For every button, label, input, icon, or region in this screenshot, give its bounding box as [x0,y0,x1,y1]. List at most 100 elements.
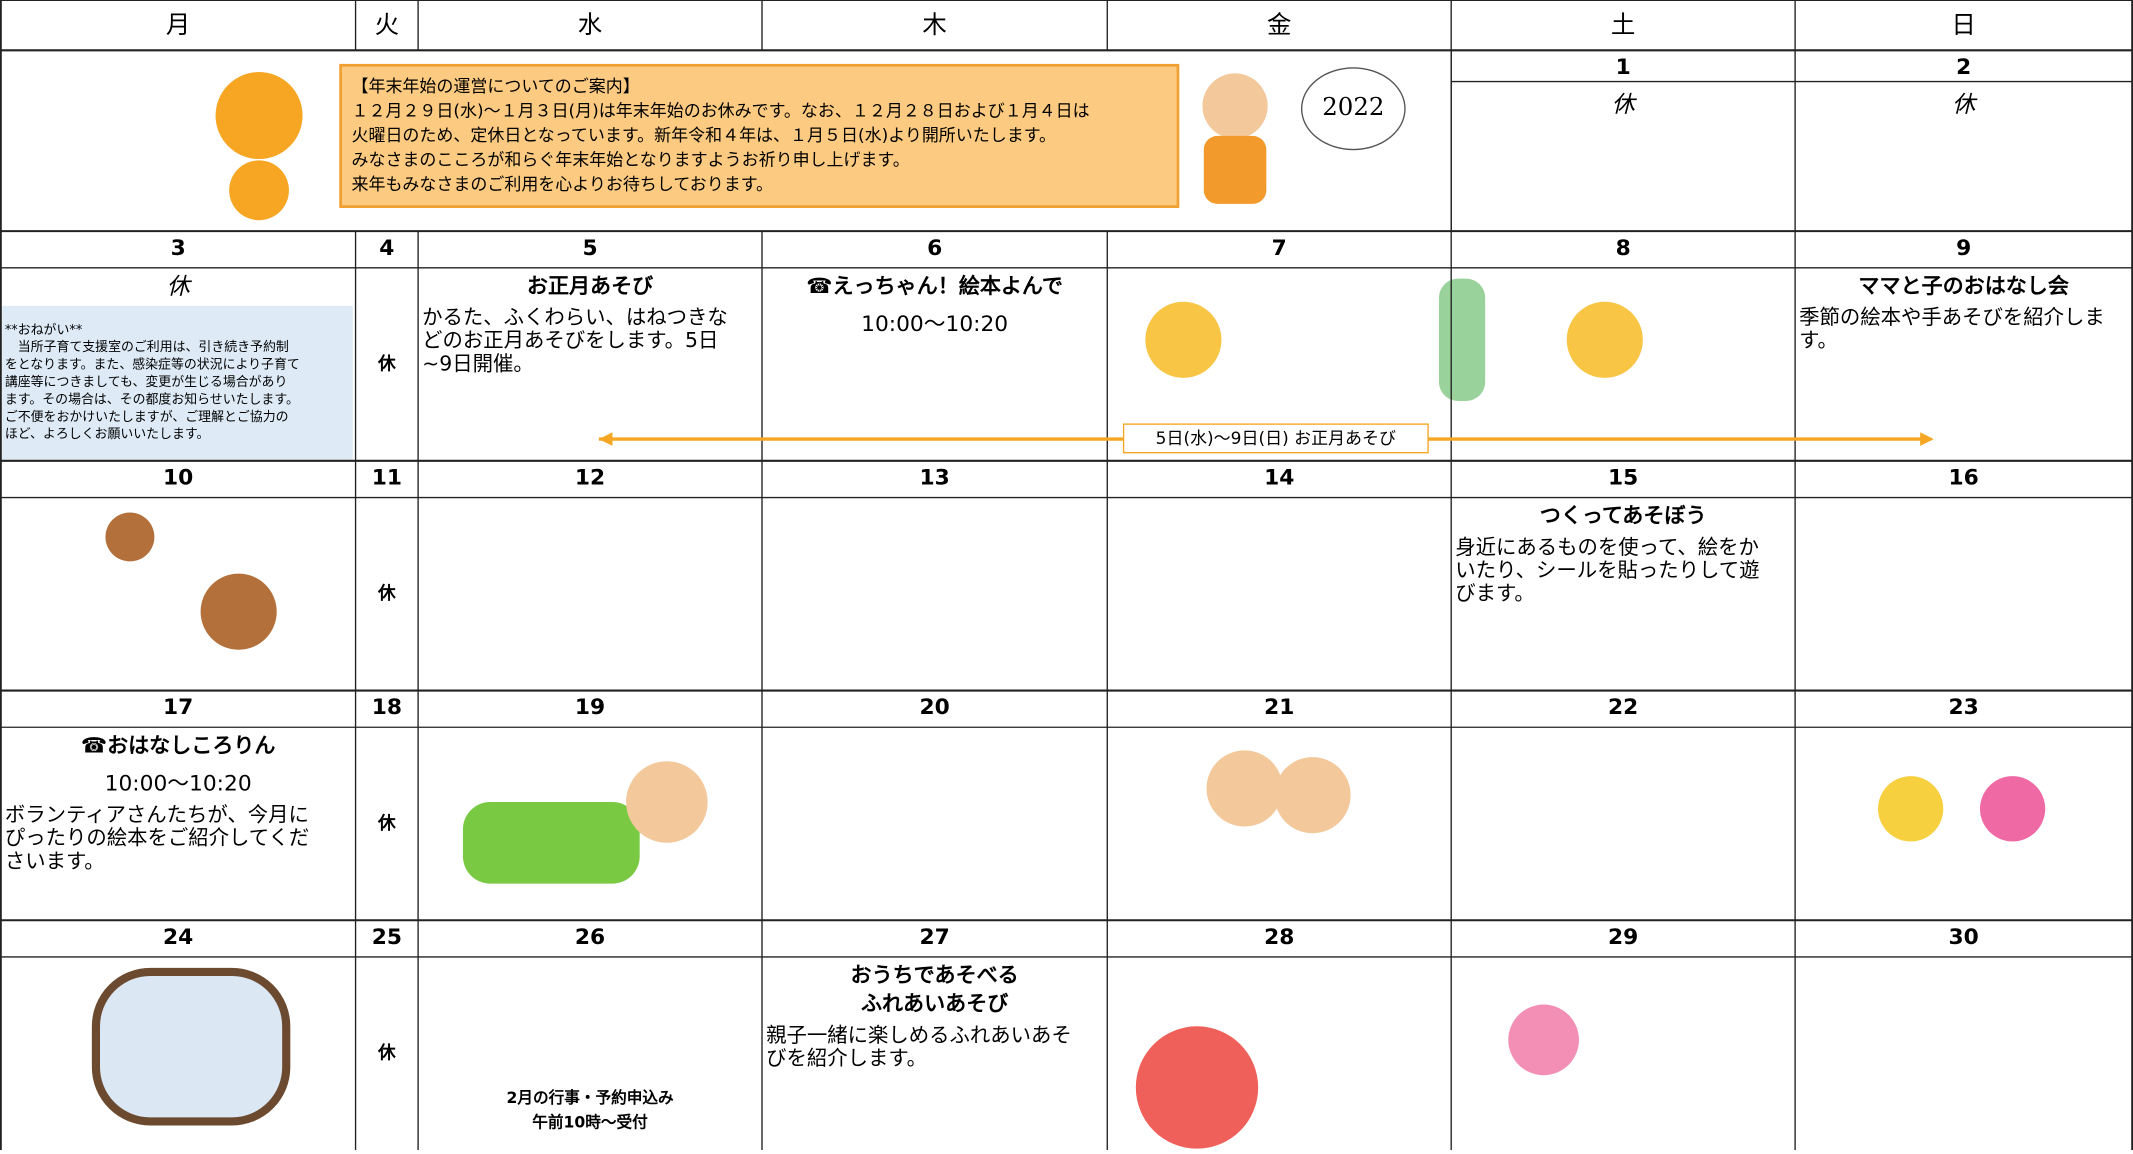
daruma-illustration [1438,278,1486,402]
children-illustration [1979,776,2046,842]
event-body: びます。 [1455,581,1534,605]
notice-box [339,63,1180,208]
banner-text: 5日(水)～9日(日) お正月あそび [1156,429,1396,449]
event-body: びを紹介します。 [766,1046,927,1070]
date-number: 30 [1949,925,1979,950]
banner-box [1122,423,1429,454]
date-number: 12 [575,465,605,490]
bear-illustration [200,573,277,650]
weekday-label: 火 [375,10,399,39]
event-time: 10:00～10:20 [105,771,252,796]
note-box [2,305,353,460]
family-illustration [1274,757,1351,834]
note-line: ほど、よろしくお願いいたします。 [5,427,210,442]
event-title: ふれあいあそび [861,991,1009,1016]
date-number: 5 [582,236,597,261]
event-body: 親子一緒に楽しめるふれあいあそ [766,1023,1072,1047]
tiger-illustration [1145,301,1222,378]
notice-line: 【年末年始の運営についてのご案内】 [351,77,639,97]
event-body: さいます。 [5,849,105,873]
event-body: ぴったりの絵本をご紹介してくだ [5,826,309,850]
children-illustration [1878,776,1944,842]
closed-mark: 休 [377,582,396,604]
closed-mark: 休 [1952,92,1978,118]
date-number: 26 [575,925,605,950]
event-title: つくってあそぼう [1540,503,1707,528]
event-body: 身近にあるものを使って、絵をか [1455,535,1759,559]
event-body: ボランティアさんたちが、今月に [5,803,309,827]
date-number: 14 [1264,465,1294,490]
closed-mark: 休 [377,812,396,834]
note-line: ご不便をおかけいたしますが、ご理解とご協力の [5,409,289,425]
date-number: 13 [920,465,950,490]
date-number: 3 [171,236,186,261]
closed-mark: 休 [1612,92,1638,118]
date-number: 9 [1956,236,1971,261]
date-number: 23 [1949,695,1979,720]
weekday-label: 日 [1951,10,1975,39]
event-footer: 午前10時～受付 [532,1112,648,1131]
tiger-illustration [215,72,303,160]
kotatsu-illustration [462,802,640,884]
date-number: 18 [372,695,402,720]
note-line: をとなります。また、感染症等の状況により子育て [5,357,300,373]
note-line: 当所子育て支援室のご利用は、引き続き予約制 [5,339,289,355]
date-number: 4 [379,236,394,261]
date-number: 17 [163,695,193,720]
badge-text: 2022 [1322,92,1384,121]
date-number: 2 [1956,55,1971,80]
date-number: 21 [1264,695,1294,720]
note-line: **おねがい** [5,323,83,338]
bear-illustration [105,512,155,562]
date-number: 22 [1608,695,1638,720]
closed-mark: 休 [167,274,193,300]
speech-bubble [1300,67,1406,151]
notice-line: 来年もみなさまのご利用を心よりお待ちしております。 [351,175,773,195]
event-body: ~9日開催。 [422,351,534,375]
weekday-label: 水 [578,10,602,39]
event-title: お正月あそび [527,273,654,298]
note-line: ます。その場合は、その都度お知らせいたします。 [5,391,299,407]
family-illustration [1206,750,1283,827]
notice-line: １２月２９日(水)～１月３日(月)は年末年始のお休みです。なお、１２月２８日およ… [351,101,1089,121]
date-number: 27 [920,925,950,950]
closed-mark: 休 [377,352,396,374]
date-number: 6 [927,236,942,261]
event-title: ☎えっちゃん！絵本よんで [806,273,1063,298]
date-number: 25 [372,925,402,950]
event-time: 10:00～10:20 [861,312,1008,337]
date-number: 19 [575,695,605,720]
rabbit-illustration [1508,1004,1579,1076]
event-title: ママと子のおはなし会 [1858,273,2068,298]
weekday-label: 木 [922,10,946,39]
notice-line: 火曜日のため、定休日となっています。新年令和４年は、１月５日(水)より開所いたし… [351,126,1056,146]
weekday-label: 土 [1611,10,1635,39]
event-body: す。 [1799,328,1838,352]
date-number: 15 [1608,465,1638,490]
event-body: いたり、シールを貼ったりして遊 [1455,558,1759,582]
date-number: 28 [1264,925,1294,950]
date-number: 11 [372,465,402,490]
date-number: 20 [920,695,950,720]
boy-illustration [1203,135,1267,204]
date-number: 8 [1616,236,1631,261]
date-number: 1 [1616,55,1631,80]
notice-line: みなさまのこころが和らぐ年末年始となりますようお祈り申し上げます。 [351,150,909,170]
event-title: ☎おはなしころりん [81,732,276,757]
date-number: 29 [1608,925,1638,950]
child-illustration [626,761,708,843]
closed-mark: 休 [377,1041,396,1063]
date-number: 16 [1949,465,1979,490]
date-number: 7 [1272,236,1287,261]
tiger-illustration [229,160,289,221]
weekday-label: 金 [1267,10,1291,39]
weekday-label: 月 [166,10,190,39]
event-body: かるた、ふくわらい、はねつきな [422,305,728,329]
tiger-illustration [1566,301,1643,378]
note-line: 講座等につきましても、変更が生じる場合があり [5,374,288,390]
window-illustration [91,967,291,1126]
header-bg [0,0,2133,51]
event-footer: 2月の行事・予約申込み [506,1088,673,1107]
